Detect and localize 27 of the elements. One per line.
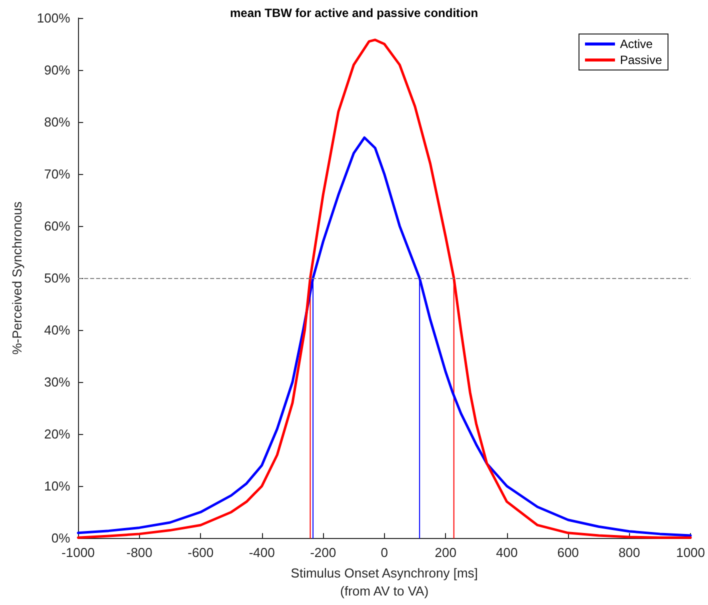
- legend-label: Passive: [620, 53, 662, 67]
- x-tick-label: -200: [310, 545, 336, 560]
- x-tick-label: -800: [126, 545, 152, 560]
- y-tick-label: 50%: [44, 270, 71, 286]
- x-tick-label: 800: [618, 545, 640, 560]
- x-tick-label: -600: [188, 545, 214, 560]
- y-tick-label: 80%: [44, 114, 71, 130]
- chart-title: mean TBW for active and passive condition: [230, 6, 478, 20]
- y-tick-label: 70%: [44, 166, 71, 182]
- y-tick-label: 30%: [44, 374, 71, 390]
- x-tick-label: -400: [248, 545, 275, 560]
- x-tick-label: 0: [380, 545, 388, 560]
- y-tick-label: 40%: [44, 322, 71, 338]
- y-tick-label: 0%: [51, 530, 71, 546]
- y-tick-label: 60%: [44, 218, 71, 234]
- legend-label: Active: [620, 37, 653, 51]
- y-axis-title: %-Perceived Synchronous: [10, 200, 24, 355]
- x-tick-label: 400: [496, 545, 518, 560]
- x-axis-title: Stimulus Onset Asynchrony [ms] (from AV to VA): [290, 566, 478, 598]
- y-tick-label: 20%: [44, 426, 71, 442]
- x-tick-label: 200: [434, 545, 456, 560]
- y-tick-label: 10%: [44, 478, 71, 494]
- x-tick-label: 1000: [676, 545, 705, 560]
- x-tick-label: -1000: [62, 545, 95, 560]
- x-tick-label: 600: [557, 545, 579, 560]
- y-tick-label: 90%: [44, 62, 71, 78]
- y-tick-label: 100%: [36, 10, 71, 26]
